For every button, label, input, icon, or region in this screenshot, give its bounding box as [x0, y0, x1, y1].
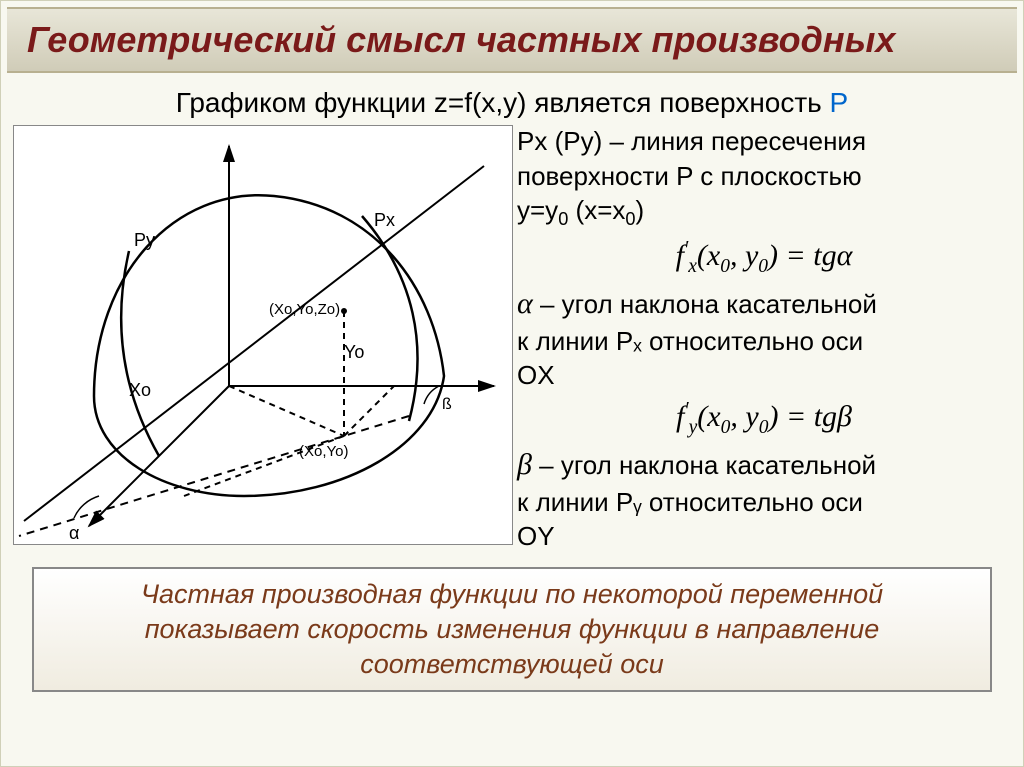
intro-text: Графиком функции z=f(x,y) является повер…: [13, 87, 1011, 119]
content-area: Графиком функции z=f(x,y) является повер…: [1, 79, 1023, 700]
alpha-symbol: α: [517, 287, 533, 320]
main-row: Py Px Xo Yo (Xo,Yo,Zo) (Xo,Yo) α ß Px (P…: [13, 125, 1011, 555]
line1a: Px (Py) – линия пересечения: [517, 125, 1011, 158]
slide-title: Геометрический смысл частных производных: [27, 19, 997, 61]
slide: Геометрический смысл частных производных…: [0, 0, 1024, 767]
label-py: Py: [134, 230, 155, 250]
line1b: поверхности P с плоскостью: [517, 160, 1011, 193]
summary-l3: соответствующей оси: [46, 647, 978, 682]
label-beta: ß: [442, 396, 452, 413]
line3c: OY: [517, 520, 1011, 553]
label-xo: Xo: [129, 380, 151, 400]
label-xyo: (Xo,Yo): [299, 443, 348, 460]
formula-fy: f′y(x0, y0) = tgβ: [517, 398, 1011, 440]
intro-p: P: [830, 87, 849, 118]
label-xyzo: (Xo,Yo,Zo): [269, 301, 340, 318]
beta-symbol: β: [517, 448, 532, 481]
line2: α – угол наклона касательной: [517, 285, 1011, 323]
line3b: к линии Pᵧ относительно оси: [517, 486, 1011, 519]
summary-l2: показывает скорость изменения функции в …: [46, 612, 978, 647]
summary-l1: Частная производная функции по некоторой…: [46, 577, 978, 612]
line1c: y=y0 (x=x0): [517, 194, 1011, 231]
diagram: Py Px Xo Yo (Xo,Yo,Zo) (Xo,Yo) α ß: [13, 125, 513, 545]
label-yo: Yo: [344, 342, 364, 362]
summary-box: Частная производная функции по некоторой…: [32, 567, 992, 692]
line2c: OX: [517, 359, 1011, 392]
label-alpha: α: [69, 523, 79, 543]
label-px: Px: [374, 210, 395, 230]
right-column: Px (Py) – линия пересечения поверхности …: [513, 125, 1011, 555]
line2b: к линии Pₓ относительно оси: [517, 325, 1011, 358]
title-bar: Геометрический смысл частных производных: [7, 7, 1017, 73]
formula-fx: f′x(x0, y0) = tgα: [517, 237, 1011, 279]
line3: β – угол наклона касательной: [517, 446, 1011, 484]
diagram-svg: Py Px Xo Yo (Xo,Yo,Zo) (Xo,Yo) α ß: [14, 126, 514, 546]
intro-prefix: Графиком функции z=f(x,y) является повер…: [176, 87, 830, 118]
